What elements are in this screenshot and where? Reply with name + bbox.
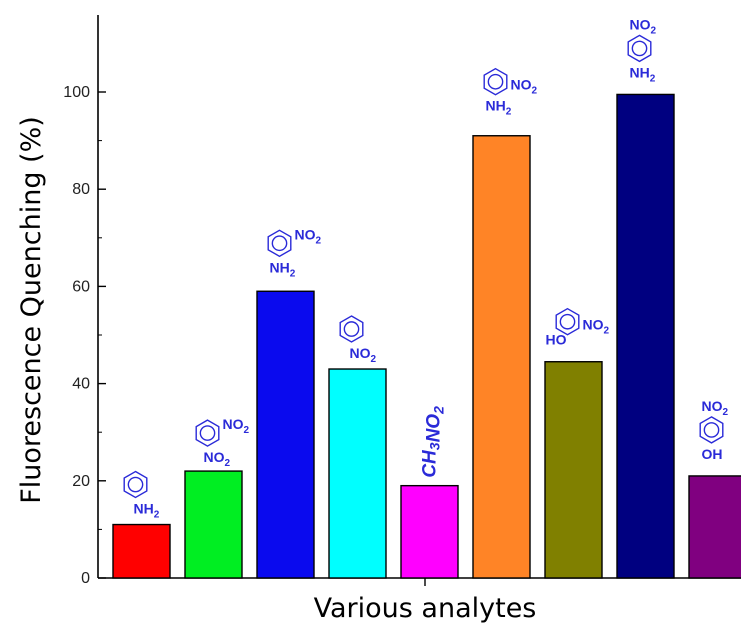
molecule-group-label: OH <box>702 446 723 462</box>
y-tick-label: 20 <box>72 473 90 490</box>
molecule-structure: NO2 OH <box>699 398 729 462</box>
benzene-ring <box>627 34 652 63</box>
group-subscript: 2 <box>371 354 377 365</box>
group-subscript: 2 <box>154 510 160 521</box>
group-text: NO <box>350 345 371 361</box>
group-text: NH <box>486 98 506 114</box>
molecule-group-label: NH2 <box>270 259 296 279</box>
group-subscript: 2 <box>225 458 231 469</box>
bar <box>112 523 171 579</box>
bar <box>688 475 741 579</box>
aromatic-circle <box>271 235 288 252</box>
molecule-group-label: NH2 <box>630 64 656 84</box>
group-subscript: 2 <box>651 25 657 36</box>
molecule-group-label: NH2 <box>486 98 512 118</box>
bar <box>256 290 315 579</box>
molecule-group-label: NO2 <box>350 345 377 365</box>
molecule-labels: NH2NO2NO2NO2NH2NO2CH3NO2NO2NH2NO2HONO2NH… <box>123 16 729 521</box>
group-text: NH <box>630 64 650 80</box>
group-subscript: 2 <box>290 268 296 279</box>
group-text: NO <box>223 416 244 432</box>
benzene-ring <box>267 229 292 258</box>
molecule-structure: NO2 <box>339 315 377 365</box>
molecule-group-label: HO <box>546 332 567 348</box>
formula-subscript: 3 <box>427 442 443 450</box>
molecule-group-label: NO2 <box>583 317 610 337</box>
group-subscript: 2 <box>723 407 729 418</box>
molecule-group-label: NO2 <box>295 226 322 246</box>
group-text: NO <box>204 449 225 465</box>
molecule-structure: NH2 <box>123 470 160 521</box>
molecule-group-label: NO2 <box>511 77 538 97</box>
y-tick-label: 0 <box>81 570 90 587</box>
formula-subscript: 2 <box>431 406 447 415</box>
group-text: OH <box>702 446 723 462</box>
aromatic-circle <box>487 73 504 90</box>
aromatic-circle <box>631 40 648 57</box>
formula-part: NO <box>424 414 445 443</box>
group-text: NO <box>702 398 723 414</box>
aromatic-circle <box>343 321 360 337</box>
bar <box>400 484 459 579</box>
bar-group <box>112 93 741 579</box>
group-subscript: 2 <box>532 86 538 97</box>
group-text: NO <box>630 16 651 32</box>
group-text: NH <box>270 259 290 275</box>
aromatic-circle <box>703 422 720 438</box>
benzene-ring <box>123 470 148 499</box>
bar <box>544 361 603 579</box>
molecule-formula: CH3NO2 <box>420 406 447 478</box>
molecule-group-label: NO2 <box>223 416 250 436</box>
group-subscript: 2 <box>650 73 656 84</box>
molecule-structure: CH3NO2 <box>420 406 447 478</box>
molecule-group-label: NO2 <box>702 398 729 418</box>
bar <box>472 135 531 579</box>
group-subscript: 2 <box>604 326 610 337</box>
group-text: NO <box>583 317 604 333</box>
y-tick-label: 80 <box>72 181 90 198</box>
benzene-ring <box>699 416 724 444</box>
x-axis-title: Various analytes <box>314 593 537 624</box>
y-ticks: 0 20 40 60 80 100 <box>63 84 106 587</box>
group-text: NO <box>295 226 316 242</box>
molecule-group-label: NO2 <box>204 449 231 469</box>
aromatic-circle <box>127 476 144 493</box>
group-subscript: 2 <box>316 235 322 246</box>
y-axis-title: Fluorescence Quenching (%) <box>16 116 47 504</box>
aromatic-circle <box>559 313 576 330</box>
benzene-ring <box>195 419 220 447</box>
group-subscript: 2 <box>506 107 512 118</box>
bar <box>184 470 243 579</box>
y-tick-label: 100 <box>63 84 90 101</box>
bar <box>616 93 675 579</box>
molecule-group-label: NH2 <box>134 501 160 521</box>
molecule-structure: NO2 HO <box>546 307 610 348</box>
benzene-ring <box>555 307 580 336</box>
bar <box>328 368 387 579</box>
aromatic-circle <box>199 425 216 441</box>
group-text: HO <box>546 332 567 348</box>
molecule-group-label: NO2 <box>630 16 657 36</box>
group-text: NO <box>511 77 532 93</box>
group-subscript: 2 <box>244 425 250 436</box>
group-text: NH <box>134 501 154 517</box>
y-tick-label: 40 <box>72 376 90 393</box>
y-tick-label: 60 <box>72 278 90 295</box>
benzene-ring <box>339 315 364 343</box>
benzene-ring <box>483 67 508 96</box>
formula-part: CH <box>420 449 441 478</box>
